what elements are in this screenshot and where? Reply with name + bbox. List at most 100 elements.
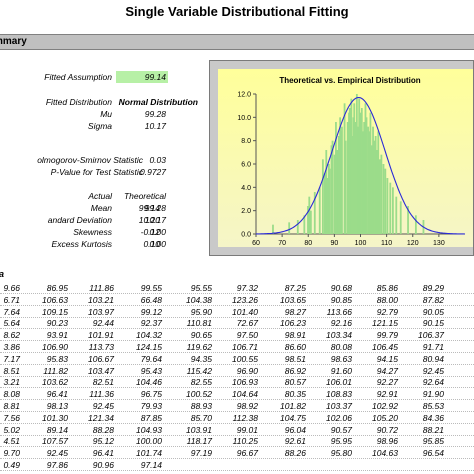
table-cell[interactable]: 123.26 [232, 294, 258, 305]
table-cell[interactable]: 92.79 [376, 306, 398, 317]
table-cell[interactable]: 88.21 [422, 424, 444, 435]
table-cell[interactable]: 9.66 [3, 283, 20, 293]
table-cell[interactable]: 85.53 [422, 401, 444, 411]
table-cell[interactable]: 80.57 [284, 377, 306, 388]
table-cell[interactable]: 66.48 [140, 294, 162, 305]
table-cell[interactable]: 80.08 [330, 342, 352, 352]
table-cell[interactable]: 98.63 [330, 353, 352, 364]
table-cell[interactable]: 85.86 [376, 283, 398, 293]
table-cell[interactable]: 99.55 [140, 283, 162, 293]
table-cell[interactable]: 96.04 [284, 424, 306, 435]
table-cell[interactable]: 100.52 [186, 389, 212, 400]
table-cell[interactable]: 103.34 [326, 330, 352, 341]
table-cell[interactable]: 99.12 [140, 306, 162, 317]
table-cell[interactable]: 103.97 [88, 306, 114, 317]
table-cell[interactable]: 84.36 [422, 412, 444, 423]
table-cell[interactable]: 106.45 [372, 342, 398, 352]
table-cell[interactable]: 104.38 [186, 294, 212, 305]
fitted-assumption-value[interactable]: 99.14 [144, 72, 166, 82]
table-cell[interactable]: 113.73 [88, 342, 114, 352]
table-cell[interactable]: 98.96 [376, 436, 398, 447]
table-cell[interactable]: 94.15 [376, 353, 398, 364]
table-cell[interactable]: 95.85 [422, 436, 444, 447]
table-cell[interactable]: 96.41 [46, 389, 68, 400]
table-cell[interactable]: 106.01 [326, 377, 352, 388]
table-cell[interactable]: 95.80 [330, 448, 352, 459]
table-cell[interactable]: 97.50 [236, 330, 258, 341]
table-cell[interactable]: 72.67 [236, 318, 258, 329]
table-cell[interactable]: 95.83 [46, 353, 68, 364]
table-cell[interactable]: 7.17 [3, 353, 20, 364]
table-cell[interactable]: 105.20 [372, 412, 398, 423]
table-cell[interactable]: 102.92 [372, 401, 398, 411]
table-cell[interactable]: 91.60 [330, 365, 352, 376]
table-cell[interactable]: 91.71 [422, 342, 444, 352]
table-cell[interactable]: 106.23 [280, 318, 306, 329]
table-cell[interactable]: 104.32 [136, 330, 162, 341]
table-cell[interactable]: 90.05 [422, 306, 444, 317]
table-cell[interactable]: 98.91 [284, 330, 306, 341]
table-cell[interactable]: 111.86 [89, 283, 114, 293]
table-cell[interactable]: 111.36 [89, 389, 114, 400]
table-cell[interactable]: 92.37 [140, 318, 162, 329]
table-cell[interactable]: 96.67 [236, 448, 258, 459]
table-cell[interactable]: 96.54 [422, 448, 444, 459]
table-cell[interactable]: 95.55 [190, 283, 212, 293]
table-cell[interactable]: 79.64 [140, 353, 162, 364]
table-cell[interactable]: 94.27 [376, 365, 398, 376]
table-cell[interactable]: 86.95 [46, 283, 68, 293]
table-cell[interactable]: 101.30 [42, 412, 68, 423]
table-cell[interactable]: 103.65 [280, 294, 306, 305]
table-cell[interactable]: 8.81 [3, 401, 20, 411]
table-cell[interactable]: 101.40 [232, 306, 258, 317]
table-cell[interactable]: 97.14 [140, 460, 162, 470]
table-cell[interactable]: 95.95 [330, 436, 352, 447]
table-cell[interactable]: 93.91 [46, 330, 68, 341]
table-cell[interactable]: 124.15 [136, 342, 162, 352]
table-cell[interactable]: 87.25 [284, 283, 306, 293]
table-cell[interactable]: 88.00 [376, 294, 398, 305]
table-cell[interactable]: 95.90 [190, 306, 212, 317]
table-cell[interactable]: 104.64 [232, 389, 258, 400]
table-cell[interactable]: 90.65 [190, 330, 212, 341]
table-cell[interactable]: 88.28 [92, 424, 114, 435]
table-cell[interactable]: 100.55 [232, 353, 258, 364]
table-cell[interactable]: 99.01 [236, 424, 258, 435]
table-cell[interactable]: 106.37 [418, 330, 444, 341]
table-cell[interactable]: 111.82 [43, 365, 68, 376]
table-cell[interactable]: 104.63 [372, 448, 398, 459]
table-cell[interactable]: 92.45 [422, 365, 444, 376]
table-cell[interactable]: 112.38 [232, 412, 258, 423]
table-cell[interactable]: 92.27 [376, 377, 398, 388]
table-cell[interactable]: 90.96 [92, 460, 114, 470]
table-cell[interactable]: 86.60 [284, 342, 306, 352]
table-cell[interactable]: 95.12 [92, 436, 114, 447]
table-cell[interactable]: 90.68 [330, 283, 352, 293]
table-cell[interactable]: 92.44 [92, 318, 114, 329]
table-cell[interactable]: 92.64 [422, 377, 444, 388]
table-cell[interactable]: 98.27 [284, 306, 306, 317]
table-cell[interactable]: 96.41 [92, 448, 114, 459]
table-cell[interactable]: 103.37 [326, 401, 352, 411]
table-cell[interactable]: 97.19 [190, 448, 212, 459]
table-cell[interactable]: 110.25 [232, 436, 258, 447]
table-cell[interactable]: 90.23 [46, 318, 68, 329]
table-cell[interactable]: 9.70 [3, 448, 20, 459]
table-cell[interactable]: 90.72 [376, 424, 398, 435]
table-cell[interactable]: 97.86 [46, 460, 68, 470]
table-cell[interactable]: 92.91 [376, 389, 398, 400]
table-cell[interactable]: 103.21 [88, 294, 114, 305]
table-cell[interactable]: 104.93 [136, 424, 162, 435]
table-cell[interactable]: 7.56 [3, 412, 20, 423]
table-cell[interactable]: 113.66 [326, 306, 352, 317]
table-cell[interactable]: 96.90 [236, 365, 258, 376]
table-cell[interactable]: 97.32 [236, 283, 258, 293]
table-cell[interactable]: 80.35 [284, 389, 306, 400]
table-cell[interactable]: 90.85 [330, 294, 352, 305]
table-cell[interactable]: 104.46 [136, 377, 162, 388]
table-cell[interactable]: 121.15 [372, 318, 398, 329]
table-cell[interactable]: 108.83 [326, 389, 352, 400]
table-cell[interactable]: 92.45 [92, 401, 114, 411]
table-cell[interactable]: 88.26 [284, 448, 306, 459]
table-cell[interactable]: 100.00 [136, 436, 162, 447]
